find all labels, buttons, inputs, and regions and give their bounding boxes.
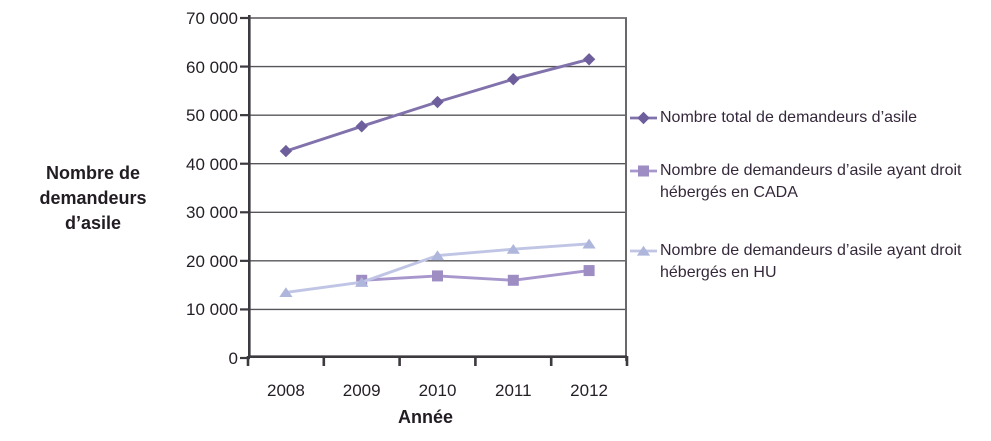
diamond-series-icon (630, 111, 657, 125)
y-axis-title-line: demandeurs (39, 188, 147, 208)
y-tick-label: 30 000 (186, 203, 238, 223)
y-tick-label: 60 000 (186, 57, 238, 77)
legend-item-total: Nombre total de demandeurs d’asile (630, 107, 917, 129)
legend-item-cada: Nombre de demandeurs d’asile ayant droit… (630, 160, 987, 204)
x-tick-label: 2010 (418, 381, 457, 400)
y-axis-title-line: d’asile (64, 213, 122, 233)
legend-label-hu: Nombre de demandeurs d’asile ayant droit… (660, 242, 962, 281)
plot-area (240, 15, 629, 366)
legend-label-total: Nombre total de demandeurs d’asile (660, 109, 918, 126)
triangle-series-icon (630, 245, 657, 256)
y-tick-label: 10 000 (186, 300, 238, 320)
square-series-icon (630, 165, 657, 177)
legend-label-cada: Nombre de demandeurs d’asile ayant droit… (660, 162, 962, 201)
x-tick-label: 2011 (495, 381, 532, 400)
legend-item-hu: Nombre de demandeurs d’asile ayant droit… (630, 240, 987, 284)
y-tick-label: 40 000 (186, 154, 238, 174)
y-axis-title: Nombre de demandeurs d’asile (8, 161, 178, 236)
x-axis-tick-labels: 2008 2009 2010 2011 2012 (248, 381, 627, 403)
chart-svg (240, 15, 629, 366)
y-tick-label: 70 000 (186, 9, 238, 28)
y-tick-label: 20 000 (186, 251, 238, 271)
x-tick-label: 2009 (342, 381, 381, 400)
x-axis-title: Année (397, 407, 453, 427)
y-tick-label: 0 (228, 349, 238, 368)
y-axis-title-line: Nombre de (45, 163, 141, 183)
y-axis-tick-labels: 0 10 000 20 000 30 000 40 000 50 000 60 000 70 … (148, 0, 238, 370)
x-tick-label: 2008 (266, 381, 305, 400)
y-tick-label: 50 000 (186, 106, 238, 126)
x-tick-label: 2012 (570, 381, 608, 400)
